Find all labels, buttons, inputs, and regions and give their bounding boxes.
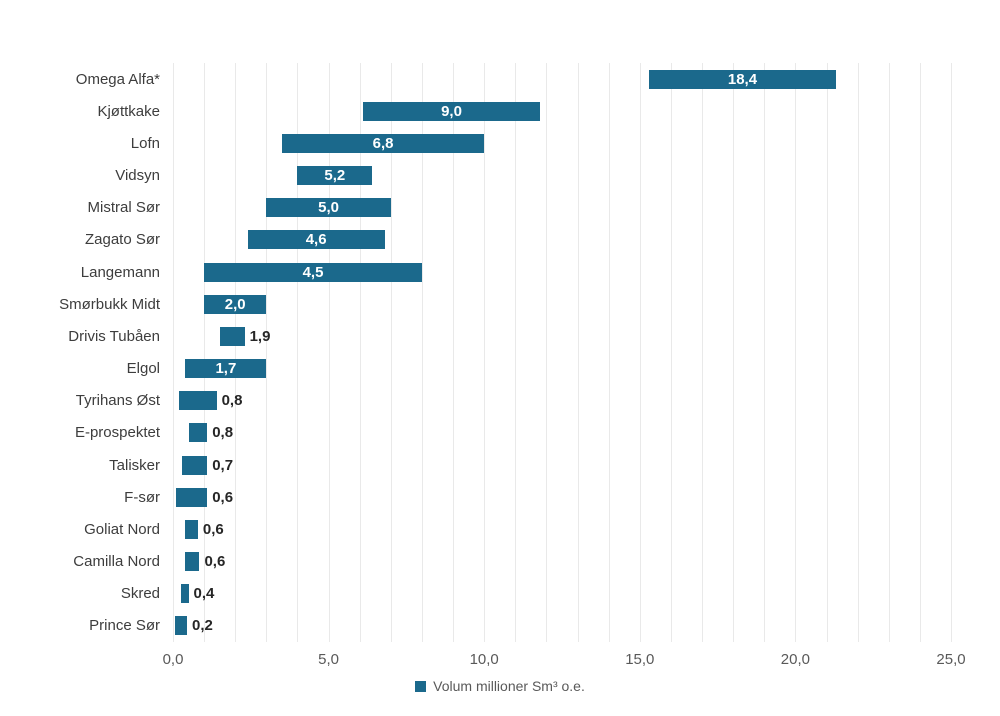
x-axis-tick-label: 15,0 [625, 651, 655, 668]
value-label: 0,7 [212, 456, 234, 474]
category-label: Skred [120, 585, 160, 603]
bar: 1,7 [185, 359, 267, 379]
category-label: Drivis Tubåen [68, 327, 160, 345]
category-label: Tyrihans Øst [75, 392, 160, 410]
value-label: 2,0 [224, 295, 246, 313]
value-label: 0,8 [212, 424, 234, 442]
gridline [484, 63, 486, 642]
x-axis-tick-label: 20,0 [780, 651, 810, 668]
category-label: Lofn [130, 134, 160, 152]
gridline [390, 63, 392, 642]
bar: 9,0 [362, 101, 541, 121]
category-label: E-prospektet [74, 424, 160, 442]
gridline [826, 63, 828, 642]
value-label: 0,8 [221, 392, 243, 410]
gridline [359, 63, 361, 642]
legend: Volum millioner Sm³ o.e. [0, 678, 1000, 694]
gridline [546, 63, 548, 642]
value-label: 6,8 [372, 134, 394, 152]
category-label: Omega Alfa* [75, 70, 160, 88]
value-label: 9,0 [441, 102, 462, 120]
bar: 2,0 [204, 294, 267, 314]
category-label: Vidsyn [115, 167, 160, 185]
value-label: 4,5 [302, 263, 324, 281]
bar: 5,0 [266, 198, 391, 218]
bar [179, 391, 217, 411]
x-axis-tick-label: 0,0 [162, 651, 184, 668]
category-label: Talisker [109, 456, 160, 474]
bar [219, 326, 245, 346]
category-label: Langemann [80, 263, 160, 281]
category-label: F-sør [124, 488, 160, 506]
gridline [733, 63, 735, 642]
category-label: Prince Sør [89, 617, 160, 635]
legend-swatch-icon [415, 680, 427, 692]
value-label: 4,6 [305, 231, 327, 249]
bar: 4,5 [204, 262, 422, 282]
plot-area: 18,4 9,0 6,8 5,2 5,0 4,6 4,5 2,0 1,9 1,7 0,8 0,8 0,7… [173, 63, 952, 642]
category-label: Camilla Nord [73, 553, 160, 571]
bar [180, 584, 189, 604]
bar [174, 616, 187, 636]
gridline [204, 63, 206, 642]
category-label: Zagato Sør [84, 231, 160, 249]
value-label: 0,6 [212, 488, 234, 506]
value-label: 5,2 [324, 167, 346, 185]
gridline [297, 63, 299, 642]
value-label: 18,4 [727, 70, 758, 88]
bar [188, 423, 208, 443]
value-label: 0,2 [192, 617, 213, 635]
bar [182, 455, 208, 475]
gridline [235, 63, 237, 642]
gridline [795, 63, 797, 642]
x-axis-tick-label: 25,0 [936, 651, 966, 668]
legend-label: Volum millioner Sm³ o.e. [433, 678, 585, 694]
gridline [764, 63, 766, 642]
gridline [702, 63, 704, 642]
bar: 5,2 [297, 166, 373, 186]
bar [176, 487, 208, 507]
gridline [266, 63, 268, 642]
bar [185, 519, 198, 539]
gridline [888, 63, 890, 642]
x-axis-tick-label: 10,0 [469, 651, 499, 668]
gridline [328, 63, 330, 642]
bar [185, 552, 200, 572]
gridline [577, 63, 579, 642]
value-label: 1,9 [249, 327, 271, 345]
category-label: Kjøttkake [97, 102, 160, 120]
bar: 4,6 [247, 230, 385, 250]
gridline [670, 63, 672, 642]
gridline [453, 63, 455, 642]
bar: 18,4 [649, 69, 836, 89]
gridline [421, 63, 423, 642]
gridline [919, 63, 921, 642]
gridline [639, 63, 641, 642]
gridline [515, 63, 517, 642]
x-axis-tick-label: 5,0 [318, 651, 340, 668]
category-label: Smørbukk Midt [59, 295, 160, 313]
gridline [173, 63, 174, 642]
gridline [857, 63, 859, 642]
value-label: 0,4 [193, 585, 215, 603]
bar: 6,8 [281, 133, 485, 153]
value-label: 5,0 [318, 199, 340, 217]
gridline [608, 63, 610, 642]
category-label: Goliat Nord [84, 520, 160, 538]
value-label: 0,6 [202, 520, 224, 538]
value-label: 0,6 [204, 553, 226, 571]
category-label: Mistral Sør [87, 199, 161, 217]
gridline [951, 63, 952, 642]
value-label: 1,7 [215, 360, 237, 378]
category-label: Elgol [126, 360, 160, 378]
